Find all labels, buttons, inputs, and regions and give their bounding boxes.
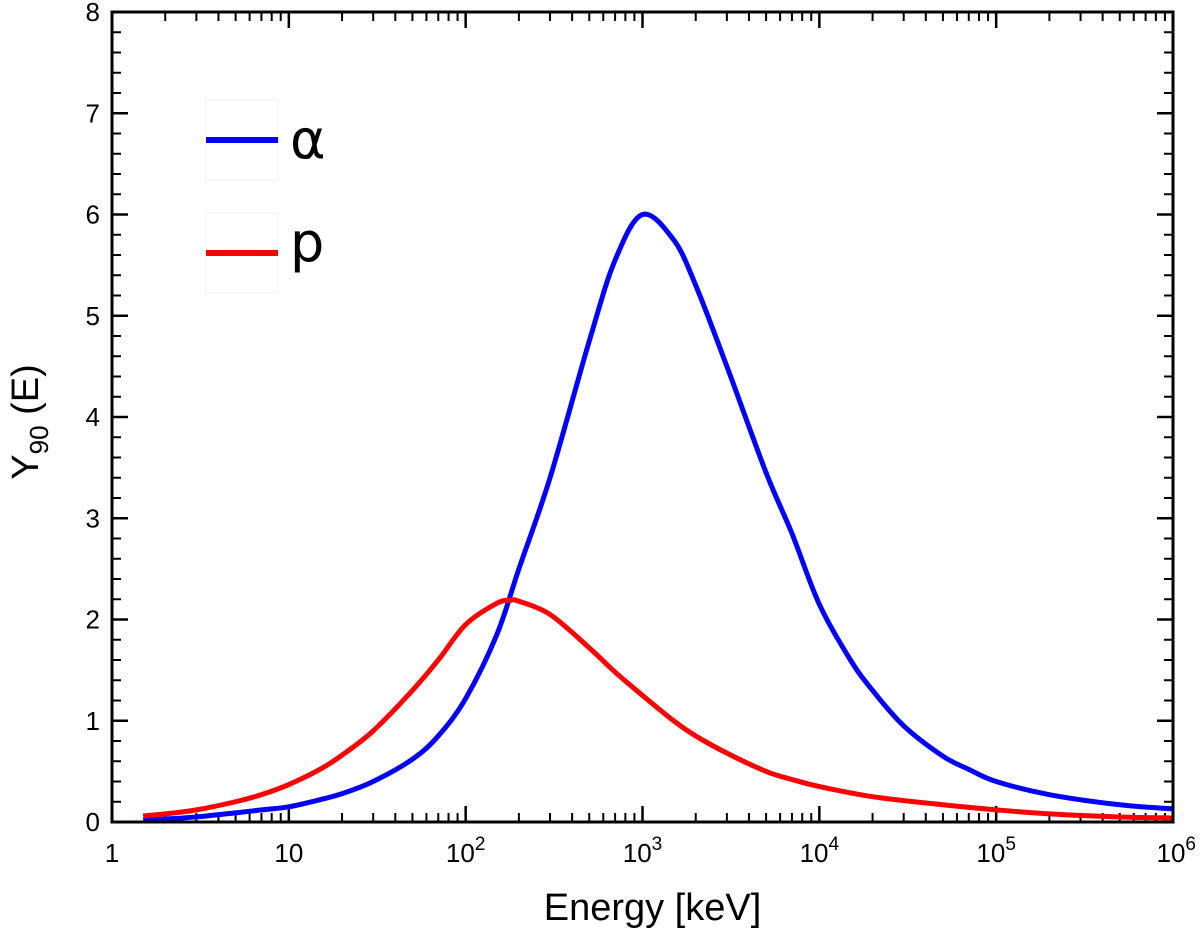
legend-label-alpha: α xyxy=(290,108,326,171)
series-line-p xyxy=(142,597,1174,821)
x-tick-label-base: 10 xyxy=(446,838,475,868)
y-tick-label: 8 xyxy=(86,0,100,27)
x-tick-labels: 1 10 102 103 104 105 106 xyxy=(105,834,1196,868)
x-tick-label-exponent: 6 xyxy=(1185,834,1196,855)
x-tick-label: 103 xyxy=(623,834,663,868)
y-tick-label: 2 xyxy=(86,605,100,635)
y-tick-labels: 0 1 2 3 4 5 6 7 8 xyxy=(86,0,100,837)
x-tick-label-base: 10 xyxy=(800,838,829,868)
y-tick-label: 1 xyxy=(86,706,100,736)
x-tick-label-base: 10 xyxy=(1157,838,1186,868)
plot-frame xyxy=(110,10,1175,824)
x-tick-label-exponent: 3 xyxy=(652,834,663,855)
y-axis-title: Y90 (E) xyxy=(5,364,54,480)
legend-label-p: p xyxy=(290,211,324,274)
x-tick-label-base: 10 xyxy=(623,838,652,868)
x-tick-label: 102 xyxy=(446,834,486,868)
series-line-alpha xyxy=(143,211,1174,823)
x-tick-label-exponent: 2 xyxy=(475,834,486,855)
x-tick-label-base: 10 xyxy=(976,838,1005,868)
y-tick-label: 4 xyxy=(86,402,100,432)
series-group xyxy=(142,211,1174,823)
y-axis-title-rest: (E) xyxy=(5,364,47,425)
y-tick-label: 7 xyxy=(86,98,100,128)
x-tick-label-exponent: 4 xyxy=(829,834,840,855)
legend: αp xyxy=(205,99,326,294)
x-tick-label: 105 xyxy=(976,834,1016,868)
y-tick-label: 6 xyxy=(86,200,100,230)
y-tick-label: 3 xyxy=(86,503,100,533)
y-tick-label: 0 xyxy=(86,807,100,837)
y-axis-title-main: Y xyxy=(5,454,47,479)
x-tick-label: 104 xyxy=(800,834,840,868)
x-tick-label: 10 xyxy=(274,838,303,868)
y-tick-label: 5 xyxy=(86,301,100,331)
y-axis-title-subscript: 90 xyxy=(24,425,54,454)
x-tick-label: 106 xyxy=(1157,834,1197,868)
x-axis-title: Energy [keV] xyxy=(544,887,762,929)
x-tick-label: 1 xyxy=(105,838,119,868)
x-tick-label-exponent: 5 xyxy=(1005,834,1016,855)
